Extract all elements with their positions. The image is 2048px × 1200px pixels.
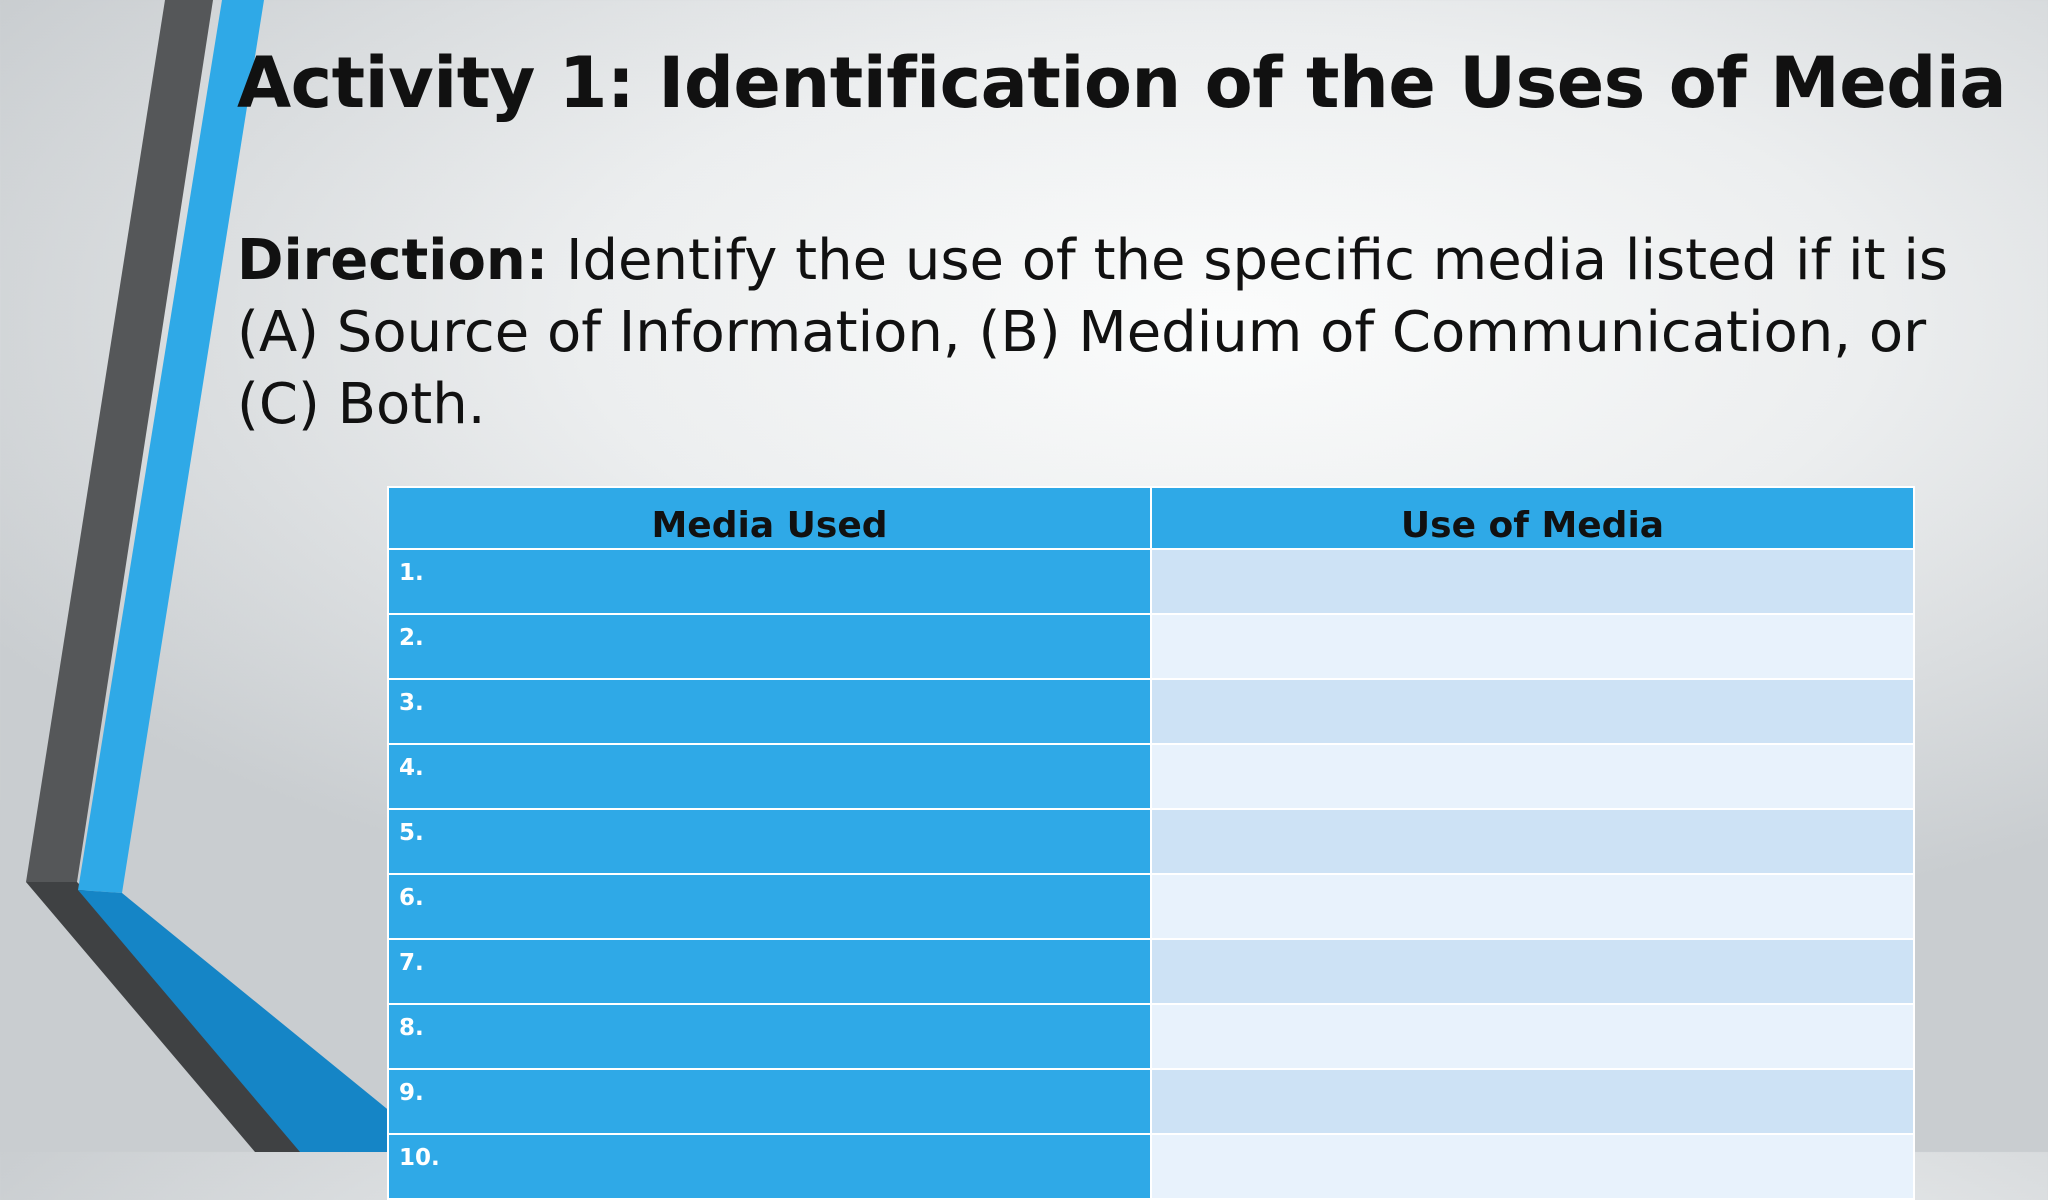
slide: Activity 1: Identification of the Uses o…: [26, 0, 2017, 1200]
header-media-used: Media Used: [387, 486, 1152, 550]
media-cell: 6.: [387, 873, 1152, 940]
use-cell: [1150, 873, 1915, 940]
table-row: 6.: [387, 873, 1915, 940]
media-cell: 7.: [387, 938, 1152, 1005]
media-cell: 10.: [387, 1133, 1152, 1200]
table-row: 3.: [387, 678, 1915, 745]
use-cell: [1150, 678, 1915, 745]
table-row: 4.: [387, 743, 1915, 810]
media-cell: 8.: [387, 1003, 1152, 1070]
use-cell: [1150, 613, 1915, 680]
dark-vertical-stripe: [26, 0, 213, 882]
use-cell: [1150, 1133, 1915, 1200]
direction-text: Identify the use of the specific media l…: [237, 228, 1949, 437]
direction-paragraph: Direction: Identify the use of the speci…: [237, 225, 2017, 441]
table-row: 9.: [387, 1068, 1915, 1135]
decorative-stripes: [26, 0, 440, 1152]
slide-title: Activity 1: Identification of the Uses o…: [237, 42, 2007, 124]
media-cell: 1.: [387, 548, 1152, 615]
table-header-row: Media Used Use of Media: [387, 486, 1915, 550]
use-cell: [1150, 808, 1915, 875]
table-row: 10.: [387, 1133, 1915, 1200]
blue-vertical-stripe: [78, 0, 264, 893]
media-cell: 4.: [387, 743, 1152, 810]
table-row: 2.: [387, 613, 1915, 680]
table-row: 8.: [387, 1003, 1915, 1070]
media-cell: 2.: [387, 613, 1152, 680]
blue-diagonal-stripe: [78, 890, 440, 1152]
media-cell: 5.: [387, 808, 1152, 875]
use-cell: [1150, 938, 1915, 1005]
table-row: 1.: [387, 548, 1915, 615]
media-cell: 9.: [387, 1068, 1152, 1135]
direction-label: Direction:: [237, 228, 549, 293]
table-row: 7.: [387, 938, 1915, 1005]
use-cell: [1150, 1003, 1915, 1070]
use-cell: [1150, 548, 1915, 615]
media-cell: 3.: [387, 678, 1152, 745]
header-use-of-media: Use of Media: [1150, 486, 1915, 550]
use-cell: [1150, 1068, 1915, 1135]
use-cell: [1150, 743, 1915, 810]
table-row: 5.: [387, 808, 1915, 875]
media-use-table: Media Used Use of Media 1. 2. 3. 4.: [387, 486, 1915, 1200]
